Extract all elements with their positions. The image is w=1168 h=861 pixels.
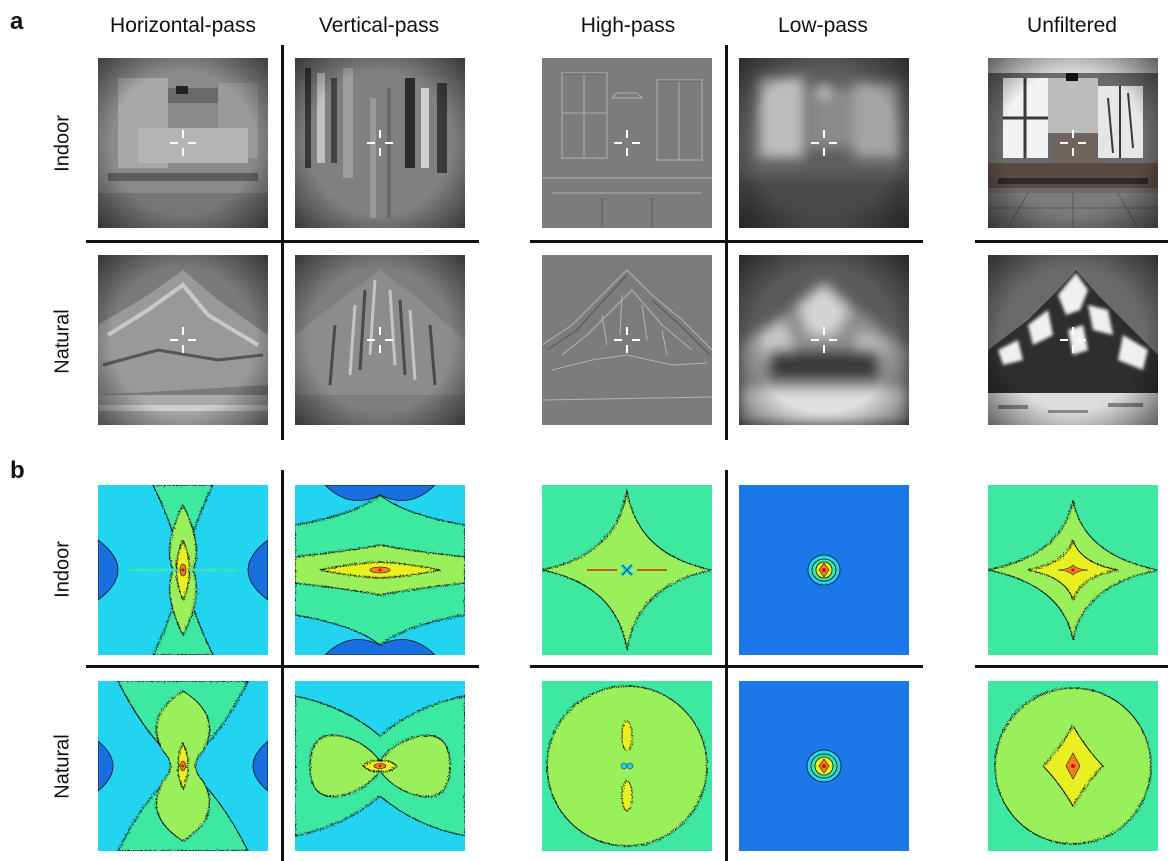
spectrum-indoor-low-pass: [739, 485, 909, 655]
row-label-indoor-b: Indoor: [51, 541, 74, 598]
image-indoor-vertical-pass: [295, 58, 465, 228]
divider-b-mid-h: [530, 665, 923, 668]
spectrum-natural-unfiltered: [988, 681, 1158, 851]
divider-a-left-h: [86, 240, 479, 243]
image-indoor-unfiltered: [988, 58, 1158, 228]
image-indoor-low-pass: [739, 58, 909, 228]
column-title-high-pass: High-pass: [580, 14, 676, 37]
image-natural-unfiltered: [988, 255, 1158, 425]
image-natural-high-pass: [542, 255, 712, 425]
divider-a-mid-h: [530, 240, 923, 243]
column-title-horizontal-pass: Horizontal-pass: [110, 14, 256, 37]
divider-b-right-h: [975, 665, 1168, 668]
image-natural-low-pass: [739, 255, 909, 425]
divider-a-right-h: [975, 240, 1168, 243]
column-title-unfiltered: Unfiltered: [1027, 14, 1117, 37]
image-natural-horizontal-pass: [98, 255, 268, 425]
row-label-natural-b: Natural: [51, 734, 74, 799]
spectrum-natural-vertical-pass: [295, 681, 465, 851]
panel-letter-a: a: [10, 8, 24, 35]
column-title-vertical-pass: Vertical-pass: [318, 14, 440, 37]
column-title-low-pass: Low-pass: [778, 14, 868, 37]
image-indoor-horizontal-pass: [98, 58, 268, 228]
panel-letter-b: b: [10, 457, 25, 484]
row-label-indoor-a: Indoor: [51, 115, 74, 172]
row-label-natural-a: Natural: [51, 309, 74, 374]
spectrum-indoor-high-pass: [542, 485, 712, 655]
spectrum-indoor-unfiltered: [988, 485, 1158, 655]
spectrum-indoor-vertical-pass: [295, 485, 465, 655]
spectrum-natural-low-pass: [739, 681, 909, 851]
divider-b-left-h: [86, 665, 479, 668]
spectrum-natural-high-pass: [542, 681, 712, 851]
image-indoor-high-pass: [542, 58, 712, 228]
spectrum-indoor-horizontal-pass: [98, 485, 268, 655]
image-natural-vertical-pass: [295, 255, 465, 425]
spectrum-natural-horizontal-pass: [98, 681, 268, 851]
